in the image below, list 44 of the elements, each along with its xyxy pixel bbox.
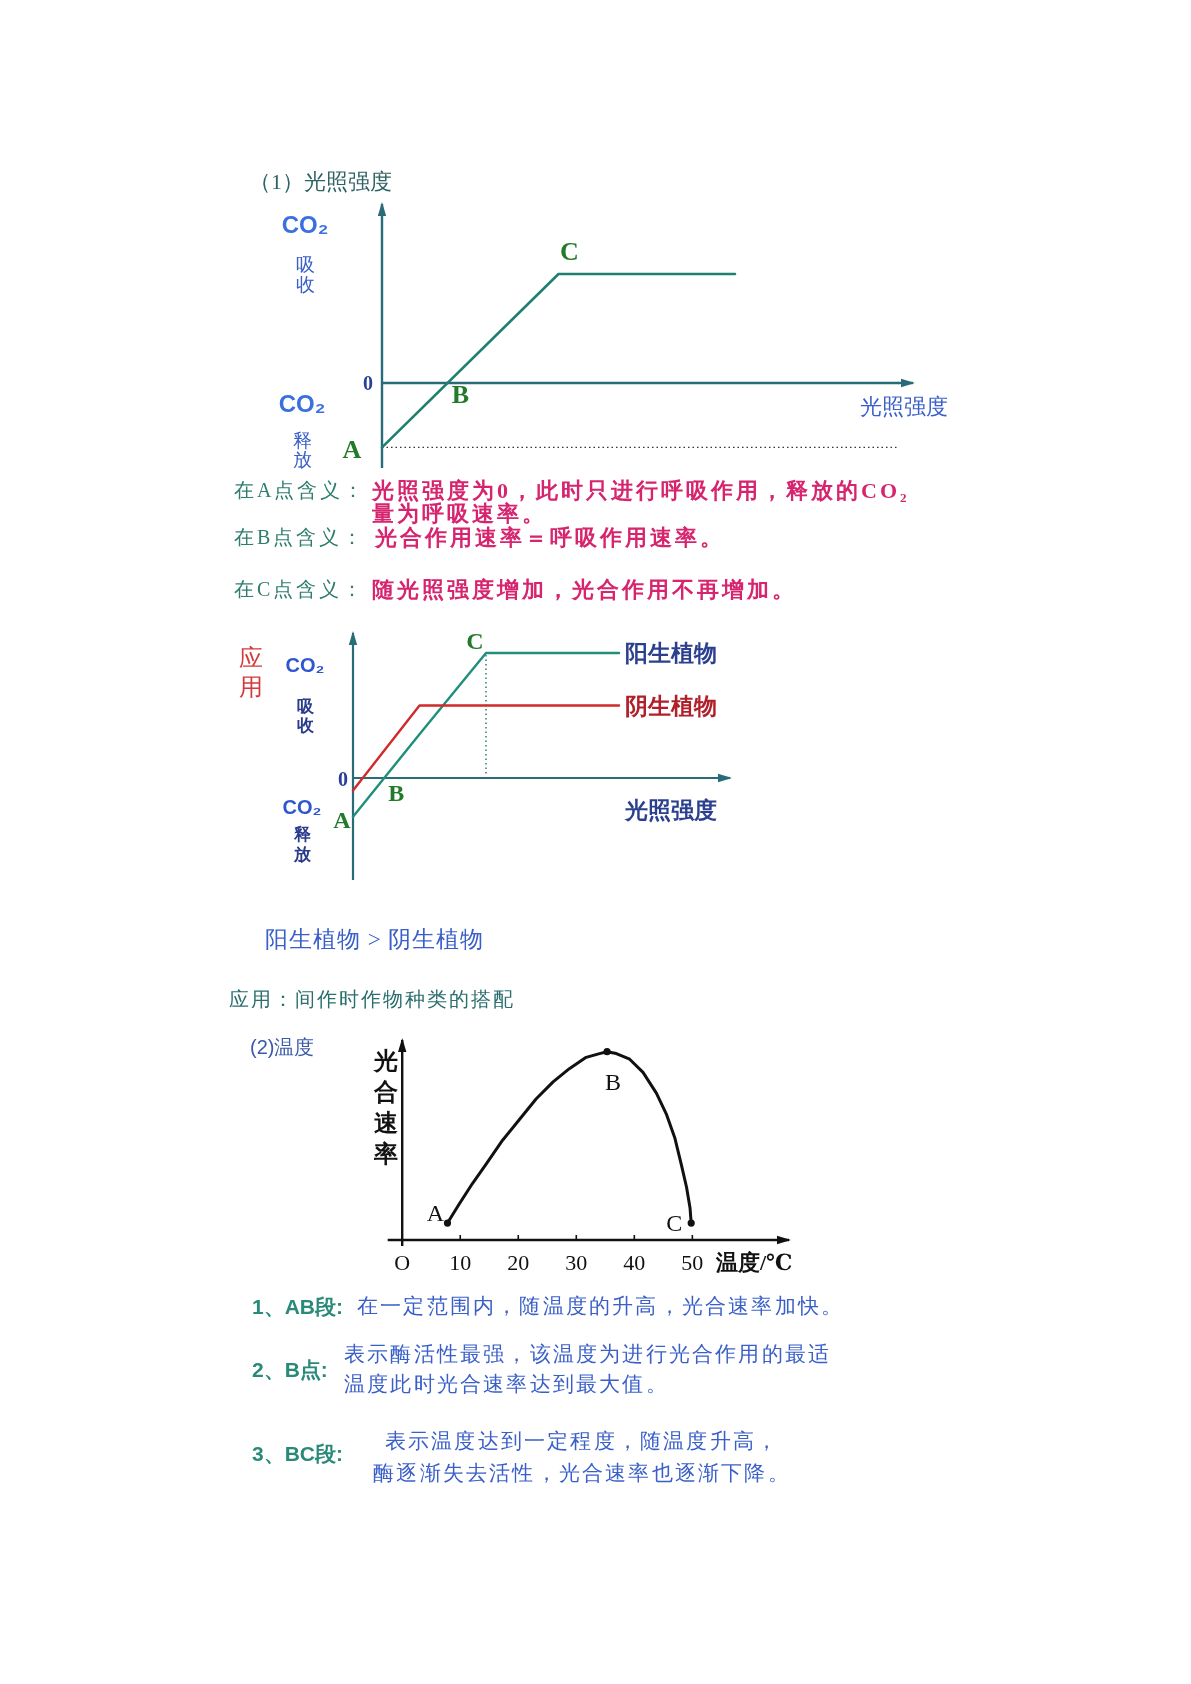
text: 3、BC段: — [252, 1441, 344, 1465]
y-axis-title: 光合速率 — [373, 1048, 398, 1167]
x-tick-label: 50 — [681, 1249, 704, 1275]
text: 2、B点: — [252, 1357, 328, 1382]
annotation: C — [666, 1210, 683, 1237]
text: 表示酶活性最强，该温度为进行光合作用的最适温度此时光合速率达到最大值。 — [344, 1342, 832, 1396]
annotation: 0 — [338, 768, 348, 790]
series-label: 阳生植物 — [625, 640, 717, 666]
chart-title: (2)温度 — [250, 1036, 315, 1058]
text: 随光照强度增加，光合作用不再增加。 — [372, 576, 797, 602]
text: C — [560, 236, 579, 266]
annotation: A — [333, 806, 352, 833]
text: 0 — [363, 372, 373, 394]
text: 1、AB段: — [252, 1294, 344, 1318]
annotation: A — [426, 1200, 445, 1227]
x-axis-title: 光照强度 — [860, 393, 948, 419]
text: 应用 — [239, 645, 263, 700]
annotation: C — [466, 628, 484, 654]
text: CO₂吸收 — [281, 210, 329, 295]
annotation: B — [605, 1068, 622, 1095]
text: 在C点含义： — [234, 578, 366, 600]
x-axis-title: 温度/℃ — [715, 1249, 793, 1275]
series-label: 阴生植物 — [625, 693, 717, 718]
text: CO₂释放 — [278, 389, 326, 470]
text: A — [342, 434, 362, 464]
x-tick-label: 20 — [507, 1249, 530, 1275]
chart-title: （1）光照强度 — [249, 168, 392, 194]
text: 在一定范围内，随温度的升高，光合速率加快。 — [357, 1294, 845, 1318]
annotation: B — [388, 780, 405, 806]
text: 光合作用速率＝呼吸作用速率。 — [374, 524, 725, 550]
text: 应用：间作时作物种类的搭配 — [229, 988, 515, 1010]
text: 阳生植物 > 阴生植物 — [265, 926, 485, 952]
x-tick-label: 10 — [449, 1249, 472, 1275]
x-tick-label: O — [394, 1249, 411, 1275]
text: 光照强度为0，此时只进行呼吸作用，释放的CO₂量为呼吸速率。 — [371, 477, 910, 526]
text: 在A点含义： — [234, 479, 367, 501]
x-tick-label: 40 — [623, 1249, 646, 1275]
annotation: CO₂释放 — [282, 796, 322, 864]
text: 表示温度达到一定程度，随温度升高，酶逐渐失去活性，光合速率也逐渐下降。 — [373, 1429, 791, 1485]
annotation: CO₂吸收 — [285, 654, 325, 735]
x-axis-title: 光照强度 — [624, 796, 717, 823]
text: 在B点含义： — [234, 526, 366, 548]
x-tick-label: 30 — [565, 1249, 588, 1275]
annotation: B — [451, 379, 470, 409]
